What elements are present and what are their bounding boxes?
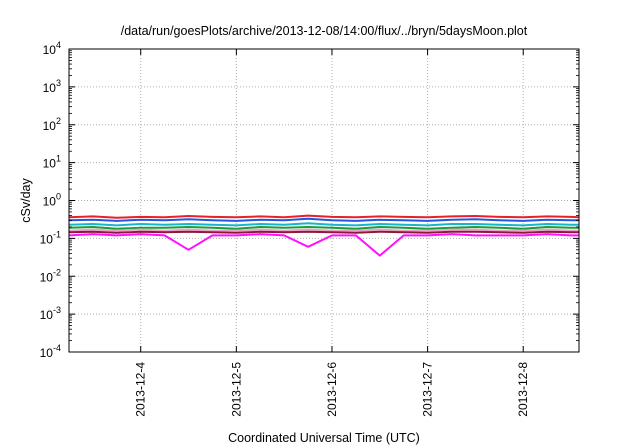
- y-axis-label: cSv/day: [19, 178, 33, 223]
- x-axis-label: Coordinated Universal Time (UTC): [228, 431, 420, 445]
- y-tick-label: 10-1: [40, 229, 61, 246]
- y-tick-label: 101: [43, 154, 61, 171]
- x-tick-label: 2013-12-4: [134, 362, 148, 417]
- x-tick-label: 2013-12-5: [229, 362, 243, 417]
- series-line-1: [68, 214, 580, 219]
- y-tick-label: 103: [43, 78, 61, 95]
- series-line-3: [68, 222, 579, 227]
- series-layer: [68, 214, 580, 257]
- ticks: 10-4 10-3 10-2 10-1 100 101 102 103 104 2013-12-4…: [40, 40, 579, 417]
- chart-title: /data/run/goesPlots/archive/2013-12-08/1…: [121, 24, 528, 38]
- series-line-2: [68, 217, 579, 222]
- y-tick-label: 100: [43, 192, 61, 209]
- series-line-6: [68, 230, 579, 234]
- series-line-7: [68, 233, 579, 257]
- grid: [69, 49, 579, 352]
- y-tick-label: 10-3: [40, 305, 61, 322]
- series-line-4: [68, 226, 579, 230]
- x-tick-label: 2013-12-7: [421, 362, 435, 417]
- x-tick-label: 2013-12-6: [325, 362, 339, 417]
- y-tick-label: 104: [43, 40, 61, 57]
- y-tick-label: 10-4: [40, 343, 61, 360]
- y-tick-label: 10-2: [40, 267, 61, 284]
- series-line-5: [68, 228, 579, 232]
- y-tick-label: 102: [43, 116, 61, 133]
- x-tick-label: 2013-12-8: [516, 362, 530, 417]
